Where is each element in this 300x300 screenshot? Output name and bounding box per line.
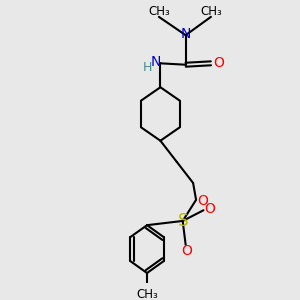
Text: H: H [143,61,152,74]
Text: CH₃: CH₃ [136,288,158,300]
Text: S: S [177,212,188,230]
Text: O: O [213,56,224,70]
Text: O: O [197,194,208,208]
Text: O: O [205,202,215,216]
Text: CH₃: CH₃ [200,5,222,18]
Text: CH₃: CH₃ [148,5,170,18]
Text: N: N [181,27,191,41]
Text: O: O [182,244,193,258]
Text: N: N [151,55,161,69]
